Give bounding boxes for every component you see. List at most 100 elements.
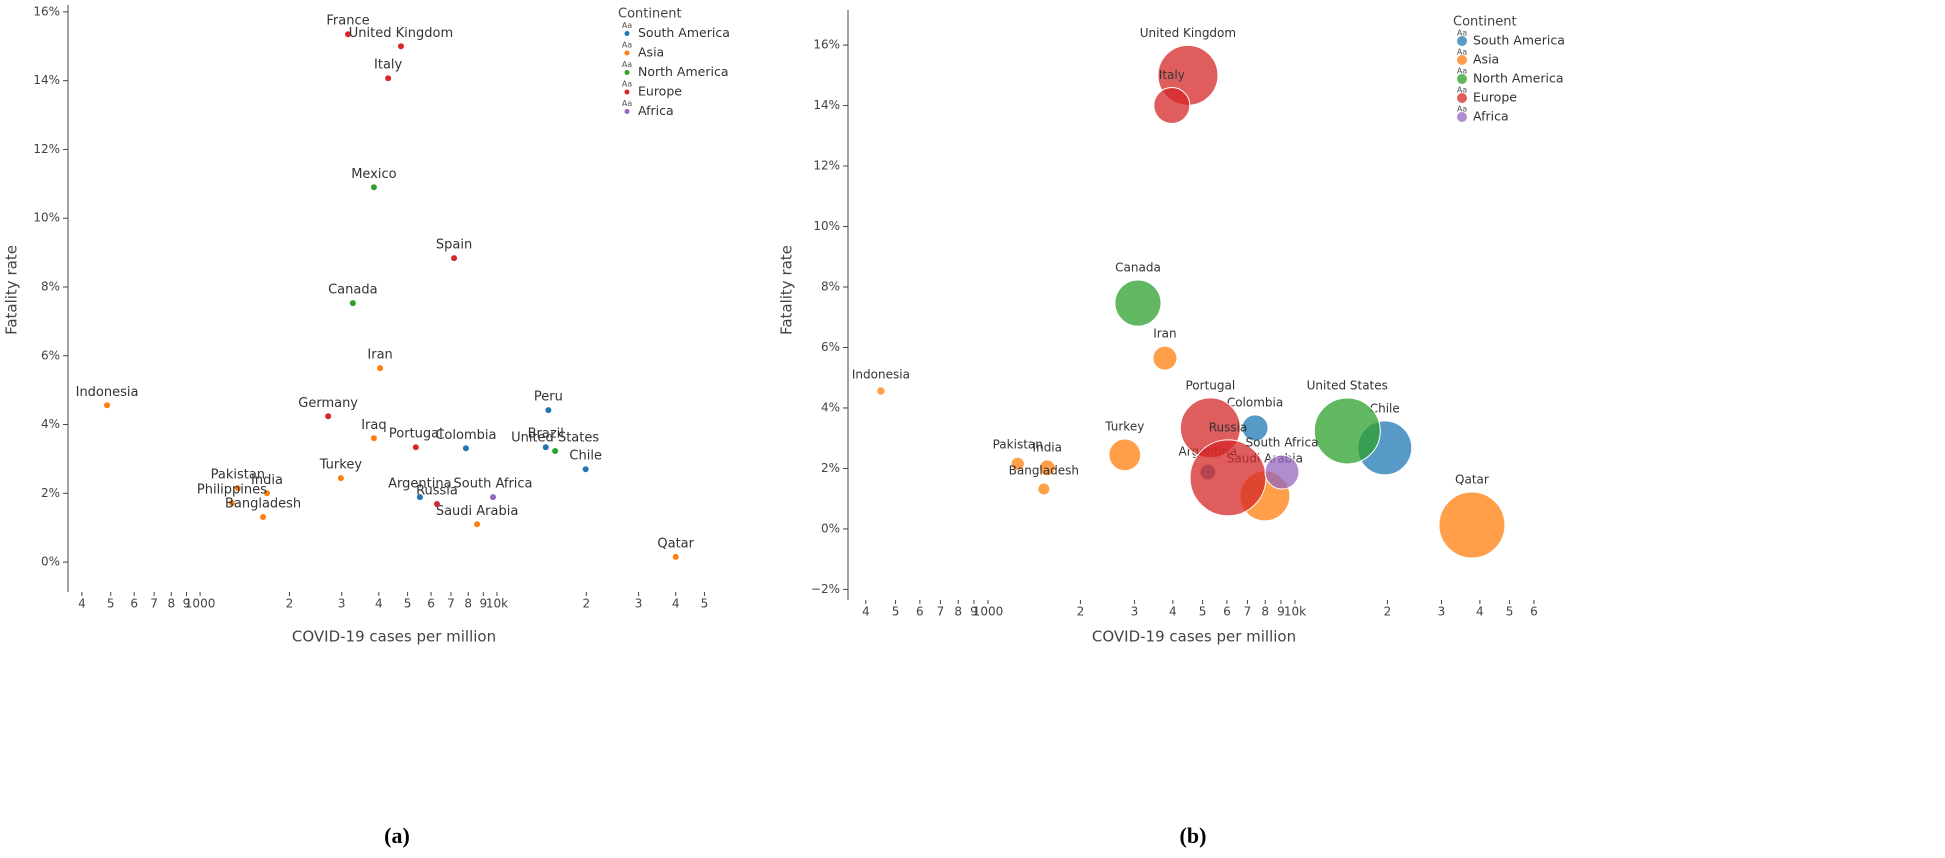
legend-title: Continent (1453, 15, 1517, 30)
x-tick-label: 5 (404, 597, 412, 611)
x-axis-label: COVID-19 cases per million (292, 628, 496, 646)
bubble (876, 386, 886, 396)
y-tick-label: 8% (41, 279, 60, 293)
bubble-label: Portugal (1186, 378, 1236, 392)
point-label: Chile (569, 449, 602, 464)
y-axis-label: Fatality rate (778, 245, 796, 335)
point-label: France (326, 14, 369, 29)
point (462, 445, 469, 452)
point-label: Germany (298, 396, 358, 411)
legend-label: North America (638, 64, 729, 79)
y-tick-label: 16% (33, 4, 60, 18)
x-tick-label: 8 (464, 597, 472, 611)
y-tick-label: 8% (821, 280, 840, 294)
bubble (1010, 456, 1025, 472)
legend-symbol-text: Aa (1457, 29, 1467, 38)
y-tick-label: 12% (813, 159, 840, 173)
legend-symbol-text: Aa (1457, 48, 1467, 57)
x-tick-label: 8 (954, 605, 962, 619)
y-tick-label: 10% (813, 219, 840, 233)
bubble-label: Turkey (1104, 419, 1144, 433)
x-tick-label: 4 (672, 597, 680, 611)
legend-symbol-text: Aa (622, 60, 632, 69)
point (582, 466, 589, 473)
x-tick-label: 2 (286, 597, 294, 611)
point (228, 499, 235, 506)
point-label: Portugal (389, 427, 443, 442)
point-label: India (251, 473, 283, 488)
y-tick-label: −2% (811, 582, 840, 596)
point (260, 514, 267, 521)
point (337, 475, 344, 482)
bubble (1189, 439, 1267, 517)
legend-label: Africa (638, 103, 674, 118)
x-tick-label: 8 (167, 597, 175, 611)
bubble (1241, 414, 1269, 442)
x-tick-label: 9 (970, 605, 978, 619)
bubble-label: Canada (1115, 260, 1161, 274)
x-tick-label: 4 (862, 605, 870, 619)
legend-label: South America (1473, 33, 1565, 48)
y-tick-label: 2% (821, 461, 840, 475)
x-tick-label: 6 (916, 605, 924, 619)
point (545, 407, 552, 414)
point (345, 31, 352, 38)
point (474, 521, 481, 528)
x-tick-label: 7 (937, 605, 945, 619)
point-label: Canada (328, 283, 377, 298)
point-label: Argentina (388, 477, 451, 492)
point-label: Spain (436, 238, 472, 253)
point-label: Italy (374, 58, 403, 73)
bubble (1037, 482, 1051, 496)
x-tick-label: 3 (1438, 605, 1446, 619)
y-tick-label: 2% (41, 486, 60, 500)
point (349, 300, 356, 307)
point (490, 494, 497, 501)
point-label: Turkey (319, 458, 363, 473)
bubble (1038, 459, 1056, 477)
legend-label: Asia (1473, 52, 1499, 67)
point (416, 494, 423, 501)
bubble (1153, 87, 1191, 125)
point-label: Saudi Arabia (436, 504, 519, 519)
legend-marker (1457, 112, 1467, 122)
x-tick-label: 9 (480, 597, 488, 611)
point (397, 43, 404, 50)
y-tick-label: 14% (33, 73, 60, 87)
x-tick-label: 2 (1077, 605, 1085, 619)
legend-label: Asia (638, 45, 664, 60)
y-tick-label: 0% (41, 555, 60, 569)
bubble-label: Qatar (1455, 473, 1489, 487)
x-tick-label: 6 (1530, 605, 1538, 619)
legend-marker (1457, 74, 1467, 84)
y-tick-label: 6% (821, 340, 840, 354)
legend-symbol-text: Aa (622, 99, 632, 108)
bubble-label: South Africa (1246, 436, 1319, 450)
x-tick-label: 3 (338, 597, 346, 611)
legend-marker (624, 70, 630, 75)
point-label: Indonesia (76, 385, 139, 400)
y-tick-label: 10% (33, 211, 60, 225)
point (552, 448, 559, 455)
bubble-label: Italy (1159, 68, 1185, 82)
x-tick-label: 2 (1384, 605, 1392, 619)
y-tick-label: 12% (33, 142, 60, 156)
bubble-label: Iran (1153, 327, 1176, 341)
legend-marker (1457, 36, 1467, 46)
legend-symbol-text: Aa (1457, 67, 1467, 76)
point-label: Qatar (657, 536, 694, 551)
bubble-label: Pakistan (993, 438, 1043, 452)
caption: (a) (384, 823, 410, 848)
bubble (1438, 491, 1506, 559)
point (385, 75, 392, 82)
bubble-label: India (1033, 440, 1062, 454)
bubble-label: Russia (1209, 420, 1248, 434)
point-label: Colombia (435, 428, 496, 443)
y-tick-label: 0% (821, 521, 840, 535)
x-tick-label: 4 (1476, 605, 1484, 619)
legend-symbol-text: Aa (622, 41, 632, 50)
x-tick-label: 7 (150, 597, 158, 611)
x-tick-label: 5 (892, 605, 900, 619)
point (263, 490, 270, 497)
